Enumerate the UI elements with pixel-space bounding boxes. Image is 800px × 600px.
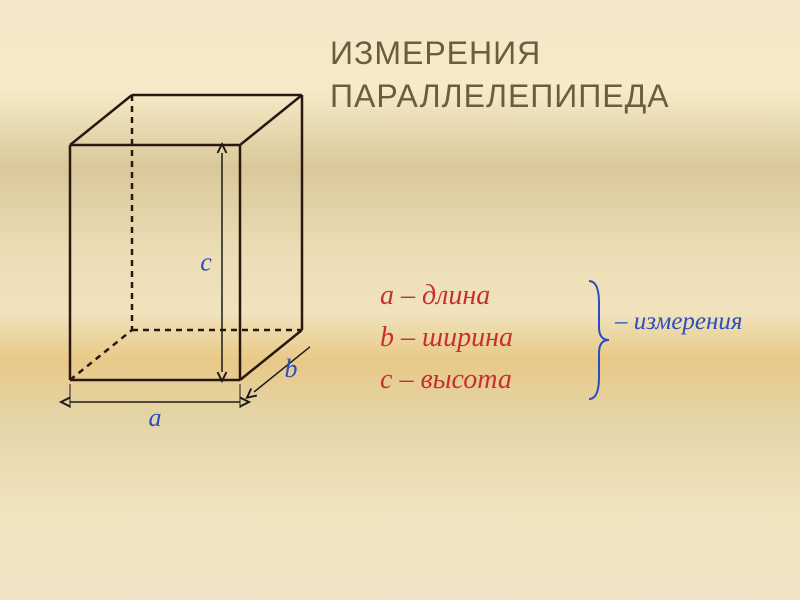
svg-text:a: a bbox=[149, 403, 162, 432]
formula-var: a bbox=[380, 280, 394, 311]
dimension-labels: a b c bbox=[149, 248, 298, 433]
box-edges bbox=[70, 95, 302, 380]
formula-dash: – bbox=[394, 322, 422, 353]
svg-text:b: b bbox=[285, 354, 298, 383]
dimension-arrows bbox=[70, 153, 310, 408]
svg-text:c: c bbox=[200, 248, 212, 277]
formula-word: высота bbox=[420, 364, 511, 395]
formula-line-0: a – длина bbox=[380, 275, 513, 317]
curly-brace bbox=[585, 275, 613, 395]
formula-var: b bbox=[380, 322, 394, 353]
formula-line-2: c – высота bbox=[380, 359, 513, 401]
page-title: ИЗМЕРЕНИЯ ПАРАЛЛЕЛЕПИПЕДА bbox=[330, 32, 670, 118]
parallelepiped-svg: a b c bbox=[40, 60, 310, 460]
brace-prefix: – bbox=[615, 308, 634, 335]
parallelepiped-diagram: a b c bbox=[40, 60, 310, 440]
formula-dash: – bbox=[392, 364, 420, 395]
formula-var: c bbox=[380, 364, 392, 395]
formula-word: ширина bbox=[422, 322, 513, 353]
brace-label: – измерения bbox=[615, 308, 743, 336]
title-line-1: ИЗМЕРЕНИЯ bbox=[330, 35, 541, 71]
title-line-2: ПАРАЛЛЕЛЕПИПЕДА bbox=[330, 78, 670, 114]
brace-word: измерения bbox=[634, 308, 743, 335]
formula-block: a – длинаb – ширинаc – высота bbox=[380, 275, 513, 401]
formula-word: длина bbox=[422, 280, 490, 311]
formula-dash: – bbox=[394, 280, 422, 311]
formula-line-1: b – ширина bbox=[380, 317, 513, 359]
